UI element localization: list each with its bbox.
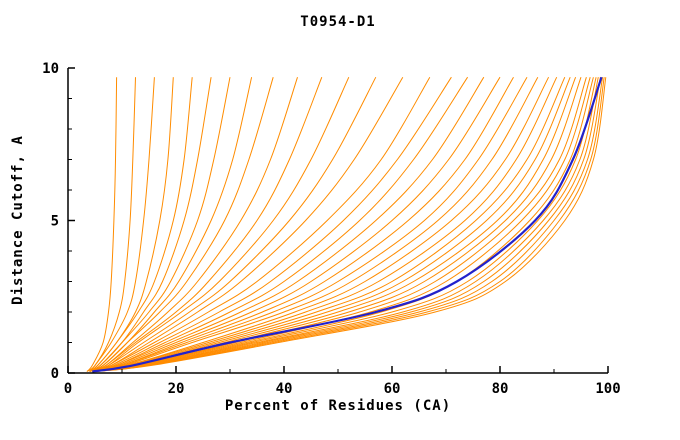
svg-text:5: 5 <box>51 214 59 230</box>
svg-text:0: 0 <box>51 366 59 382</box>
svg-text:80: 80 <box>492 381 509 397</box>
svg-text:40: 40 <box>276 381 293 397</box>
svg-text:100: 100 <box>595 381 620 397</box>
x-axis-label: Percent of Residues (CA) <box>224 398 452 414</box>
svg-text:0: 0 <box>64 381 72 397</box>
svg-text:20: 20 <box>168 381 185 397</box>
chart-title: T0954-D1 <box>300 14 376 30</box>
svg-text:60: 60 <box>384 381 401 397</box>
svg-text:10: 10 <box>42 61 59 77</box>
